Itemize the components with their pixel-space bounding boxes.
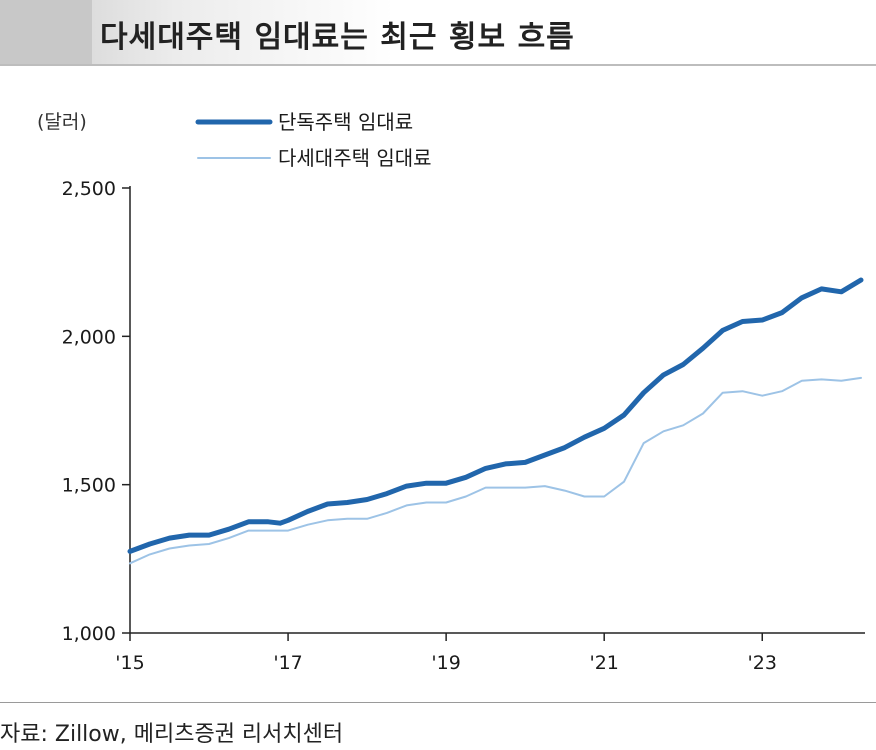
- legend-label-2: 다세대주택 임대료: [278, 146, 432, 170]
- legend-label-1: 단독주택 임대료: [278, 110, 413, 134]
- chart-axes: 1,000 1,500 2,000 2,500 '15 '17 '19 '21 '23 (달러): [37, 111, 865, 674]
- title-accent: [0, 0, 92, 66]
- line-chart: 1,0001,5002,0002,500'15'17'19'21'23(달러) …: [37, 110, 865, 674]
- source-divider: [0, 702, 876, 703]
- x-tick-label: '23: [748, 652, 777, 674]
- y-unit-label: (달러): [37, 111, 87, 133]
- x-tick-label: '15: [115, 652, 144, 674]
- series-line-2: [129, 376, 862, 565]
- y-tick-label: 2,000: [62, 326, 116, 348]
- y-tick-label: 2,500: [62, 178, 116, 200]
- y-tick-label: 1,500: [62, 475, 116, 497]
- y-tick-label: 1,000: [62, 623, 116, 645]
- x-tick-label: '21: [589, 652, 618, 674]
- chart-title: 다세대주택 임대료는 최근 횡보 흐름: [100, 20, 575, 55]
- series-line-1: [127, 277, 864, 554]
- x-tick-label: '19: [431, 652, 460, 674]
- source-note: 자료: Zillow, 메리츠증권 리서치센터: [0, 722, 344, 747]
- title-bar: 다세대주택 임대료는 최근 횡보 흐름: [0, 0, 876, 66]
- x-tick-label: '17: [273, 652, 302, 674]
- chart-series: [127, 277, 864, 565]
- title-divider: [0, 64, 876, 66]
